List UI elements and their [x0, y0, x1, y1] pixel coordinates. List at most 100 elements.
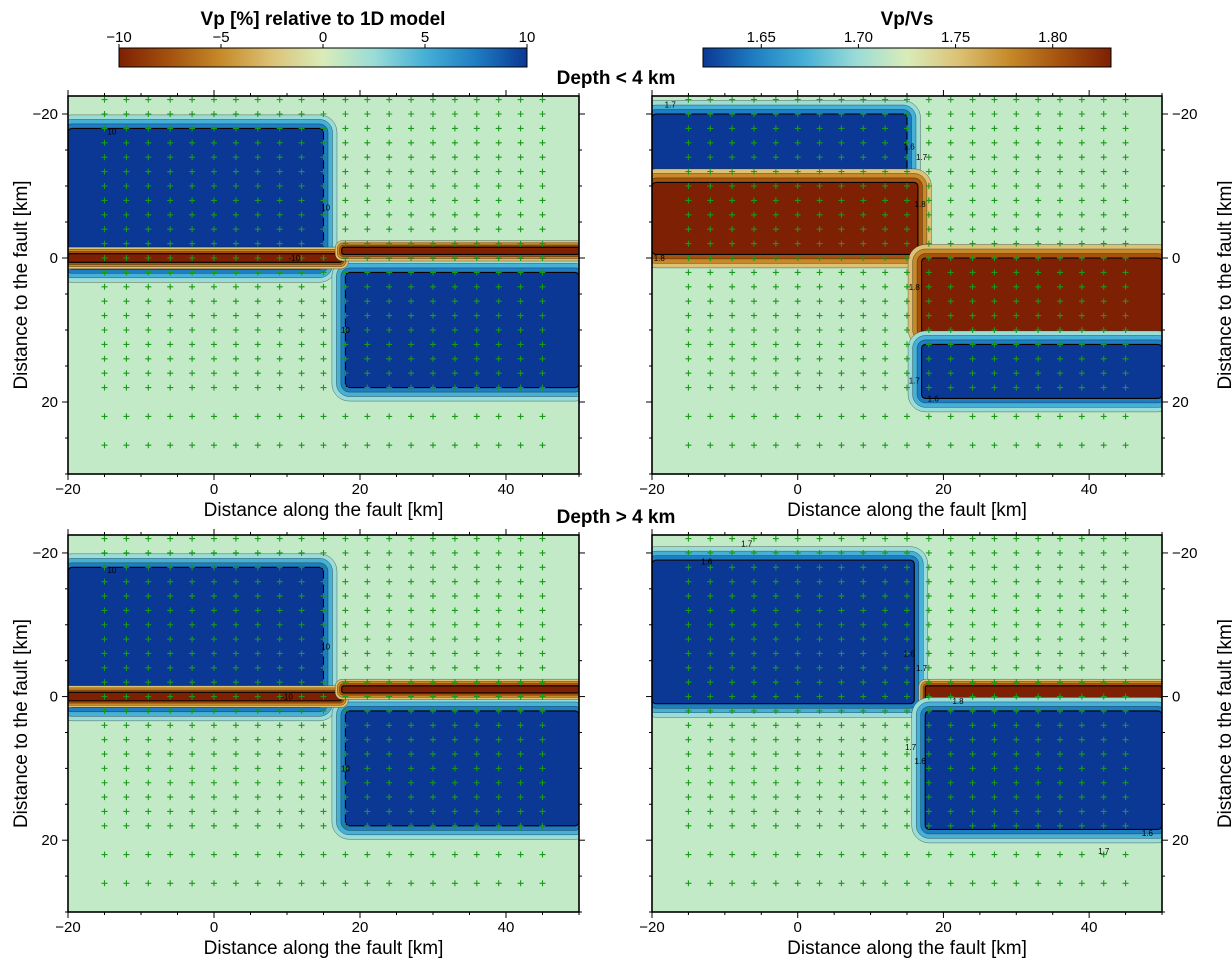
station-marker — [1078, 722, 1085, 729]
station-marker — [320, 183, 327, 189]
station-marker — [167, 707, 174, 714]
station-marker — [991, 664, 998, 671]
station-marker — [473, 312, 480, 319]
station-marker — [386, 679, 393, 686]
station-marker — [320, 355, 327, 362]
station-marker — [860, 779, 867, 786]
station-marker — [925, 154, 932, 161]
station-marker — [495, 880, 502, 887]
station-marker — [838, 736, 845, 743]
station-marker — [904, 283, 910, 290]
station-marker — [729, 578, 736, 585]
station-marker — [816, 183, 823, 189]
station-marker — [101, 650, 108, 657]
station-marker — [947, 650, 954, 657]
station-marker — [1078, 298, 1085, 305]
station-marker — [517, 168, 524, 175]
station-marker — [685, 154, 692, 161]
station-marker — [816, 808, 823, 815]
station-marker — [860, 722, 867, 729]
station-marker — [495, 298, 502, 305]
station-marker — [1057, 549, 1063, 556]
station-marker — [707, 226, 714, 233]
station-marker — [969, 442, 976, 449]
station-marker — [1057, 327, 1063, 333]
station-marker — [882, 341, 889, 348]
station-marker — [838, 808, 845, 815]
station-marker — [254, 283, 261, 290]
station-marker — [408, 851, 415, 858]
station-marker — [364, 154, 371, 161]
station-marker — [342, 139, 349, 146]
station-marker — [969, 564, 976, 571]
station-marker — [1100, 255, 1107, 261]
station-marker — [772, 211, 779, 218]
station-marker — [1078, 111, 1085, 117]
anomaly-high — [68, 114, 338, 283]
station-marker — [539, 593, 546, 600]
station-marker — [860, 794, 867, 801]
station-marker — [364, 226, 371, 233]
station-marker — [167, 693, 174, 700]
station-marker — [882, 355, 889, 362]
station-marker — [816, 636, 823, 643]
station-marker — [298, 650, 305, 657]
station-marker — [991, 96, 998, 103]
station-marker — [167, 808, 174, 815]
station-marker — [473, 751, 480, 758]
station-marker — [430, 664, 436, 671]
station-marker — [685, 535, 692, 542]
station-marker — [364, 240, 371, 247]
station-marker — [925, 736, 932, 743]
station-marker — [1078, 822, 1085, 829]
station-marker — [1100, 549, 1107, 556]
station-marker — [364, 298, 371, 305]
station-marker — [298, 370, 305, 377]
station-marker — [1122, 96, 1129, 103]
station-marker — [816, 779, 823, 786]
station-marker — [904, 679, 910, 686]
station-marker — [517, 751, 524, 758]
station-marker — [430, 269, 436, 276]
x-tick-label: 20 — [352, 481, 369, 498]
station-marker — [451, 736, 458, 743]
station-marker — [298, 535, 305, 542]
station-marker — [145, 111, 152, 117]
station-marker — [386, 564, 393, 571]
station-marker — [430, 240, 436, 247]
station-marker — [232, 226, 239, 233]
y-tick-label: 0 — [50, 689, 58, 706]
station-marker — [969, 593, 976, 600]
station-marker — [189, 535, 196, 542]
station-marker — [925, 822, 932, 829]
station-marker — [751, 564, 757, 571]
station-marker — [1100, 96, 1107, 103]
station-marker — [123, 211, 130, 218]
station-marker — [729, 283, 736, 290]
station-marker — [101, 442, 108, 449]
station-marker — [517, 880, 524, 887]
station-marker — [838, 549, 845, 556]
station-marker — [860, 636, 867, 643]
station-marker — [1100, 636, 1107, 643]
station-marker — [123, 736, 130, 743]
station-marker — [904, 621, 910, 628]
y-tick-label: −20 — [1172, 106, 1197, 123]
station-marker — [969, 384, 976, 391]
station-marker — [925, 283, 932, 290]
station-marker — [685, 851, 692, 858]
station-marker — [1035, 96, 1042, 103]
station-marker — [451, 96, 458, 103]
station-marker — [794, 355, 801, 362]
station-marker — [189, 312, 196, 319]
station-marker — [145, 607, 152, 614]
station-marker — [925, 197, 932, 204]
station-marker — [838, 751, 845, 758]
station-marker — [947, 722, 954, 729]
station-marker — [1013, 442, 1020, 449]
station-marker — [232, 154, 239, 161]
station-marker — [969, 607, 976, 614]
station-marker — [167, 125, 174, 132]
station-marker — [969, 168, 976, 175]
station-marker — [794, 636, 801, 643]
